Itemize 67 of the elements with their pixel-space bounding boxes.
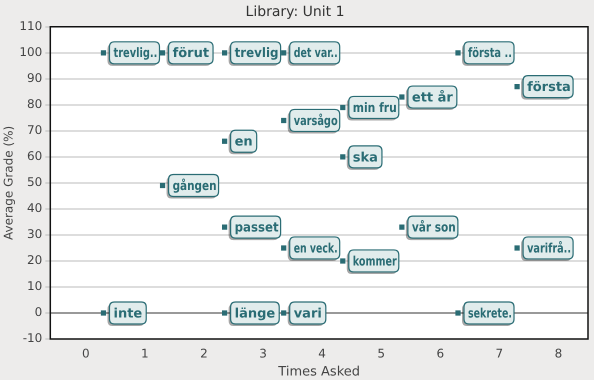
data-label: första .. <box>468 44 512 61</box>
y-tick-label: -10 <box>22 331 42 346</box>
y-tick-label: 60 <box>27 149 42 164</box>
data-label: trevlig.. <box>113 44 158 61</box>
data-label: en veck. <box>294 240 338 256</box>
point <box>160 50 166 56</box>
x-tick-label: 4 <box>318 346 326 360</box>
data-label: en <box>234 134 253 150</box>
y-tick-label: 10 <box>27 279 42 294</box>
y-tick-label: 0 <box>34 305 42 320</box>
data-label: ska <box>352 150 378 166</box>
data-label: varsågo <box>294 112 338 128</box>
data-label: min fru <box>352 100 397 116</box>
data-label: det var.. <box>294 44 338 61</box>
data-label: varifrå.. <box>527 240 572 256</box>
data-label: ett år <box>412 89 454 106</box>
data-label: kommer <box>352 252 398 269</box>
point <box>281 245 286 251</box>
y-tick-label: 80 <box>27 96 42 111</box>
data-label: sekrete. <box>468 304 512 321</box>
point <box>399 94 404 100</box>
data-label: trevlig <box>234 44 279 60</box>
data-label: förut <box>172 46 210 62</box>
point <box>281 310 286 316</box>
y-tick-label: 90 <box>27 70 42 85</box>
point <box>281 118 286 124</box>
point <box>100 50 106 56</box>
y-tick-label: 100 <box>19 44 42 59</box>
chart-title: Library: Unit 1 <box>246 4 344 20</box>
point <box>514 84 520 90</box>
point <box>160 182 166 188</box>
point <box>514 245 520 251</box>
y-tick-label: 70 <box>27 122 42 137</box>
x-tick-label: 6 <box>436 346 444 360</box>
x-tick-label: 5 <box>377 346 386 360</box>
y-tick-label: 30 <box>27 227 42 242</box>
x-tick-label: 1 <box>141 346 149 360</box>
x-tick-label: 2 <box>200 346 208 360</box>
data-label: vari <box>294 306 322 322</box>
y-tick-label: 20 <box>27 253 42 268</box>
y-tick-label: 110 <box>19 18 42 33</box>
point <box>281 50 286 56</box>
data-label: passet <box>234 218 279 235</box>
point <box>340 154 346 160</box>
data-label: första <box>527 80 571 96</box>
y-axis-title: Average Grade (%) <box>1 126 16 240</box>
point <box>455 50 461 56</box>
data-label: gången <box>172 178 217 194</box>
data-label: länge <box>234 306 276 322</box>
point <box>340 258 346 264</box>
x-tick-label: 8 <box>554 346 562 360</box>
x-tick-label: 7 <box>496 346 504 360</box>
point <box>222 224 228 230</box>
x-axis-title: Times Asked <box>277 364 360 380</box>
y-tick-label: 40 <box>27 201 42 216</box>
point <box>222 310 228 316</box>
data-label: vår son <box>412 219 456 235</box>
x-tick-label: 3 <box>259 346 267 360</box>
x-tick-label: 0 <box>82 346 90 360</box>
point <box>399 224 404 230</box>
y-tick-label: 50 <box>27 175 42 190</box>
point <box>455 310 461 316</box>
point <box>100 310 106 316</box>
point <box>222 138 228 144</box>
point <box>222 50 228 56</box>
data-label: inte <box>113 306 142 322</box>
point <box>340 104 346 110</box>
